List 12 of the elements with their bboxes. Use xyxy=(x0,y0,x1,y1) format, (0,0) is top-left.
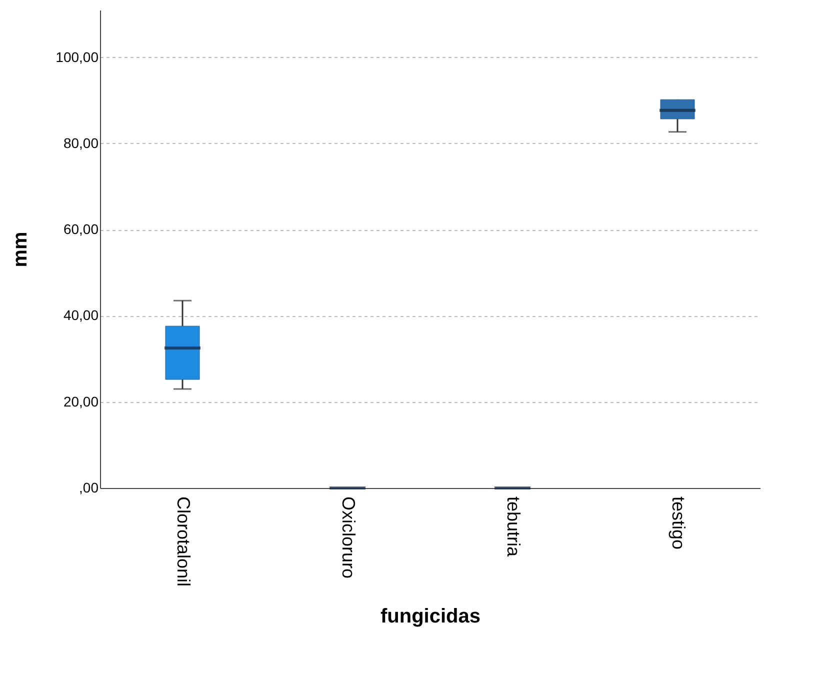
x-tick-label: testigo xyxy=(668,496,688,550)
y-axis-title: mm xyxy=(10,232,32,268)
y-tick-label: 100,00 xyxy=(56,48,99,65)
y-tick-label: 20,00 xyxy=(63,393,99,410)
y-tick-label: 60,00 xyxy=(63,221,99,238)
x-tick-label: Clorotalonil xyxy=(174,496,194,587)
y-tick-label: 40,00 xyxy=(63,307,99,324)
y-tick-label: 80,00 xyxy=(63,134,99,151)
y-tick-label: ,00 xyxy=(79,480,99,496)
x-axis-title: fungicidas xyxy=(380,606,481,628)
x-tick-label: Oxicloruro xyxy=(338,496,358,579)
x-tick-label: tebutria xyxy=(504,496,524,558)
